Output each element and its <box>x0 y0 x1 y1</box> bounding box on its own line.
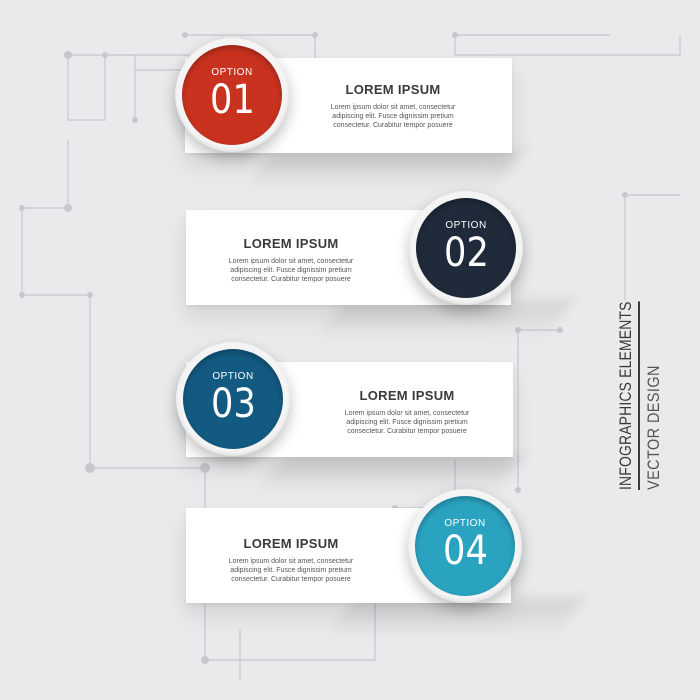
side-title-sub: VECTOR DESIGN <box>644 365 663 490</box>
option-3-badge: OPTION 03 <box>176 342 290 456</box>
option-1-body-line: adipiscing elit. Fusce dignissim pretium <box>332 113 454 120</box>
option-2-label: OPTION <box>445 219 487 231</box>
option-4-badge-inner: OPTION 04 <box>415 496 515 596</box>
option-1-number: 01 <box>209 76 255 123</box>
option-1-badge: OPTION 01 <box>175 38 289 152</box>
banner-2-shadow <box>315 300 575 340</box>
option-2-text: LOREM IPSUM Lorem ipsum dolor sit amet, … <box>186 236 396 284</box>
option-1-badge-inner: OPTION 01 <box>182 45 282 145</box>
option-2-badge: OPTION 02 <box>409 191 523 305</box>
option-3-body-line: adipiscing elit. Fusce dignissim pretium <box>346 419 468 426</box>
option-3-label: OPTION <box>212 370 254 382</box>
option-3-badge-inner: OPTION 03 <box>183 349 283 449</box>
option-3-body-line: consectetur. Curabitur tempor posuere <box>347 428 467 435</box>
option-4-badge: OPTION 04 <box>408 489 522 603</box>
option-2-body-line: consectetur. Curabitur tempor posuere <box>231 276 351 283</box>
option-3-heading: LOREM IPSUM <box>359 388 455 403</box>
option-1-text: LOREM IPSUM Lorem ipsum dolor sit amet, … <box>288 82 498 130</box>
option-1-label: OPTION <box>211 66 253 78</box>
option-3-number: 03 <box>210 380 256 427</box>
option-4-body-line: consectetur. Curabitur tempor posuere <box>231 576 351 583</box>
option-1-body-line: consectetur. Curabitur tempor posuere <box>333 122 453 129</box>
option-4-number: 04 <box>442 527 488 574</box>
option-3-body-line: Lorem ipsum dolor sit amet, consectetur <box>344 410 470 417</box>
banner-3-shadow <box>255 455 525 495</box>
side-title: INFOGRAPHICS ELEMENTS VECTOR DESIGN <box>616 260 664 490</box>
option-4-heading: LOREM IPSUM <box>243 536 339 551</box>
option-2-number: 02 <box>443 229 489 276</box>
option-1-heading: LOREM IPSUM <box>345 82 441 97</box>
option-4-text: LOREM IPSUM Lorem ipsum dolor sit amet, … <box>186 536 396 584</box>
option-3-text: LOREM IPSUM Lorem ipsum dolor sit amet, … <box>302 388 512 436</box>
side-title-main: INFOGRAPHICS ELEMENTS <box>616 301 640 490</box>
option-4-body-line: adipiscing elit. Fusce dignissim pretium <box>230 567 352 574</box>
banner-1-shadow <box>245 150 525 190</box>
option-2-body-line: adipiscing elit. Fusce dignissim pretium <box>230 267 352 274</box>
option-2-body-line: Lorem ipsum dolor sit amet, consectetur <box>228 258 354 265</box>
option-4-label: OPTION <box>444 517 486 529</box>
banner-4-shadow <box>325 598 585 638</box>
option-1-body-line: Lorem ipsum dolor sit amet, consectetur <box>330 104 456 111</box>
option-2-heading: LOREM IPSUM <box>243 236 339 251</box>
option-4-body-line: Lorem ipsum dolor sit amet, consectetur <box>228 558 354 565</box>
option-2-badge-inner: OPTION 02 <box>416 198 516 298</box>
